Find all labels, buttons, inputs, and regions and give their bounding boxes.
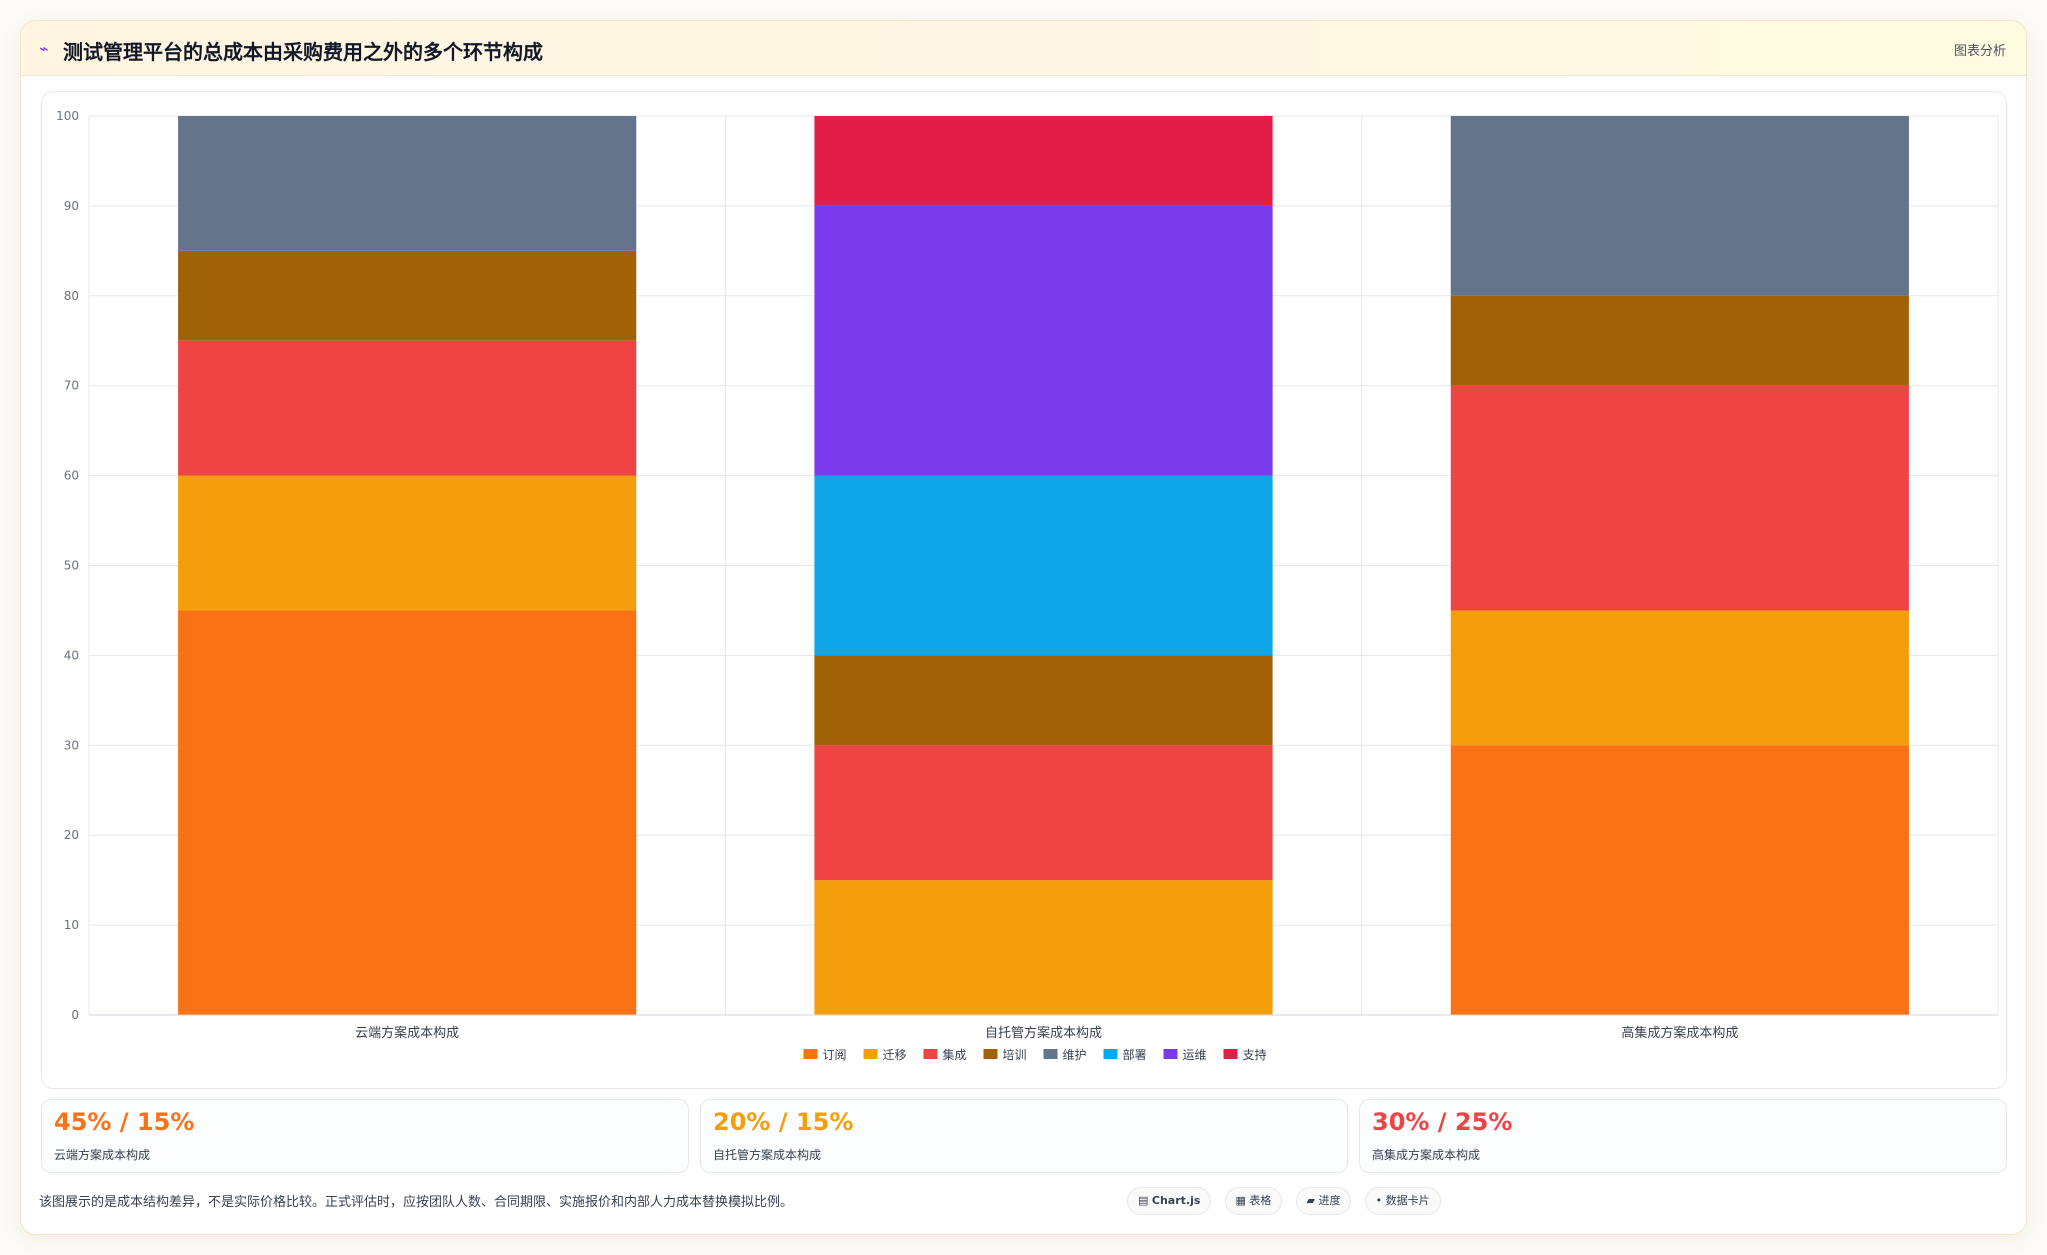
- legend-swatch: [983, 1049, 998, 1059]
- legend-label: 维护: [1063, 1048, 1087, 1062]
- pill-table[interactable]: ▦ 表格: [1224, 1187, 1283, 1215]
- legend-label: 集成: [943, 1047, 967, 1062]
- legend-label: 订阅: [823, 1048, 847, 1062]
- line-chart-icon: ⌁: [39, 39, 49, 58]
- pill-chartjs[interactable]: ▤ Chart.js: [1127, 1187, 1212, 1215]
- bar-segment-支持: [814, 116, 1273, 206]
- y-tick-label: 30: [64, 738, 79, 752]
- y-tick-label: 90: [64, 199, 79, 213]
- bar-segment-维护: [1450, 116, 1909, 296]
- legend-label: 培训: [1003, 1047, 1027, 1062]
- summary-card-integrated: 30% / 25% 高集成方案成本构成: [1359, 1099, 2007, 1173]
- legend-swatch: [863, 1049, 878, 1059]
- card-label: 自托管方案成本构成: [713, 1148, 822, 1162]
- card-label: 云端方案成本构成: [54, 1148, 151, 1162]
- legend-swatch: [923, 1049, 938, 1059]
- card-value: 20% / 15%: [713, 1108, 854, 1136]
- y-tick-label: 50: [64, 559, 79, 573]
- bar-segment-集成: [814, 745, 1273, 881]
- y-tick-label: 40: [64, 648, 79, 662]
- x-tick-label: 自托管方案成本构成: [985, 1025, 1102, 1041]
- summary-card-self-hosted: 20% / 15% 自托管方案成本构成: [700, 1099, 1348, 1173]
- pill-progress[interactable]: ▰ 进度: [1295, 1187, 1352, 1215]
- summary-card-cloud: 45% / 15% 云端方案成本构成: [41, 1099, 689, 1173]
- x-tick-label: 高集成方案成本构成: [1621, 1025, 1738, 1041]
- page-title: 测试管理平台的总成本由采购费用之外的多个环节构成: [63, 40, 543, 64]
- legend-swatch: [1163, 1049, 1178, 1059]
- bar-segment-订阅: [1450, 745, 1909, 1015]
- chart-panel: ⌁ 测试管理平台的总成本由采购费用之外的多个环节构成 图表分析 0 10 20 30 4…: [20, 20, 2027, 1235]
- legend-label: 部署: [1123, 1047, 1147, 1062]
- pill-data-cards[interactable]: • 数据卡片: [1364, 1187, 1441, 1215]
- dot-icon: •: [1375, 1194, 1383, 1207]
- progress-icon: ▰: [1306, 1194, 1315, 1207]
- y-tick-label: 100: [56, 109, 79, 123]
- y-tick-label: 20: [64, 828, 79, 842]
- y-tick-label: 10: [64, 918, 79, 932]
- bar-segment-订阅: [178, 610, 637, 1015]
- bar-segment-迁移: [1450, 610, 1909, 746]
- chart-analysis-tag: 图表分析: [1953, 44, 2006, 59]
- bar-segment-集成: [178, 340, 637, 476]
- summary-cards: 45% / 15% 云端方案成本构成 20% / 15% 自托管方案成本构成 3…: [41, 1099, 2007, 1173]
- legend-label: 支持: [1243, 1047, 1267, 1062]
- bar-segment-培训: [1450, 295, 1909, 386]
- card-value: 45% / 15%: [54, 1108, 195, 1136]
- y-tick-label: 80: [64, 289, 79, 303]
- card-label: 高集成方案成本构成: [1372, 1148, 1481, 1162]
- y-tick-label: 60: [64, 469, 79, 483]
- y-tick-label: 0: [71, 1008, 79, 1022]
- legend-swatch: [803, 1049, 818, 1059]
- bar-segment-迁移: [814, 880, 1273, 1015]
- x-tick-label: 云端方案成本构成: [355, 1025, 459, 1041]
- legend-label: 运维: [1183, 1048, 1207, 1062]
- table-icon: ▦: [1235, 1194, 1246, 1207]
- chart-icon: ▤: [1138, 1194, 1149, 1207]
- legend-swatch: [1223, 1049, 1238, 1059]
- bar-segment-集成: [1450, 385, 1909, 611]
- bar-segment-培训: [814, 655, 1273, 746]
- panel-header: ⌁ 测试管理平台的总成本由采购费用之外的多个环节构成 图表分析: [21, 21, 2026, 76]
- bar-segment-培训: [178, 250, 637, 341]
- feature-pills: ▤ Chart.js ▦ 表格 ▰ 进度 • 数据卡片: [1127, 1187, 1449, 1217]
- bar-segment-部署: [814, 475, 1273, 656]
- legend-swatch: [1103, 1049, 1118, 1059]
- y-tick-label: 70: [64, 379, 79, 393]
- stacked-bar-chart: 0 10 20 30 40 50 60 70 80 90 100 云端方案成本构成 自托管方案成本构成 高…: [56, 109, 1999, 1062]
- footnote: 该图展示的是成本结构差异，不是实际价格比较。正式评估时，应按团队人数、合同期限、…: [39, 1195, 794, 1210]
- bar-segment-运维: [814, 205, 1273, 476]
- card-value: 30% / 25%: [1372, 1108, 1513, 1136]
- bar-segment-维护: [178, 116, 637, 251]
- legend-label: 迁移: [883, 1048, 907, 1062]
- chart-container: 0 10 20 30 40 50 60 70 80 90 100 云端方案成本构成 自托管方案成本构成 高…: [41, 91, 2007, 1089]
- bar-segment-迁移: [178, 475, 637, 611]
- legend-swatch: [1043, 1049, 1058, 1059]
